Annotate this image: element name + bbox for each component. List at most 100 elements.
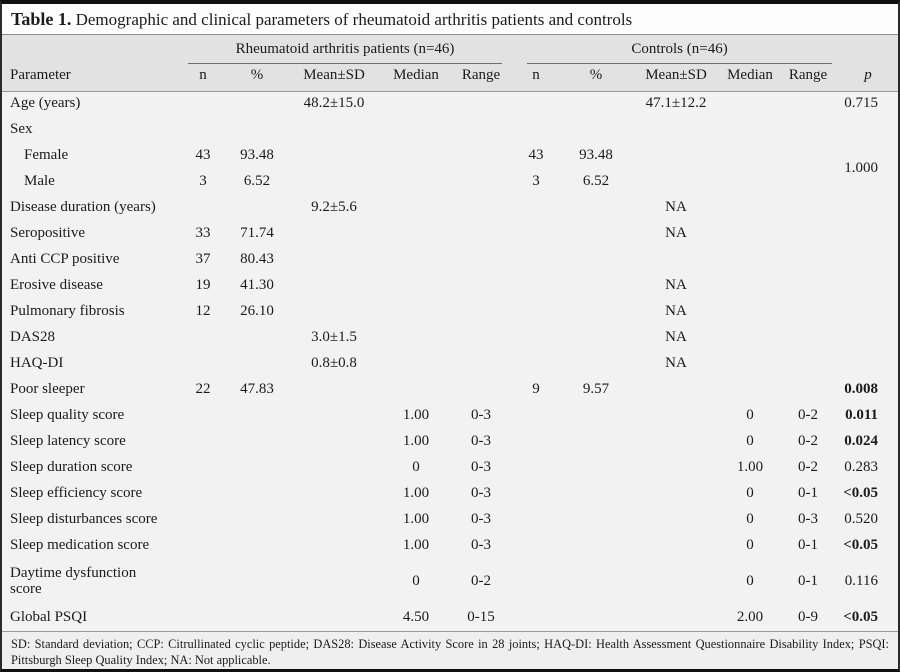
table-row: Poor sleeper 22 47.83 9 9.57 0.008 — [2, 377, 898, 403]
p-value-cell: <0.05 — [843, 485, 878, 502]
parameter-cell: DAS28 — [10, 329, 56, 346]
ra-n-cell — [180, 91, 226, 117]
c-pct-cell — [562, 91, 630, 117]
c-median-cell: 0 — [746, 573, 754, 590]
table-row: DAS28 3.0±1.5 NA — [2, 325, 898, 351]
table-row: Global PSQI 4.50 0-15 2.00 0-9 <0.05 — [2, 605, 898, 631]
c-median-cell: 0 — [746, 433, 754, 450]
ra-n-cell: 19 — [195, 277, 211, 294]
ra-meansd-cell: 0.8±0.8 — [311, 355, 357, 372]
table-row: Sleep efficiency score 1.00 0-3 0 0-1 <0… — [2, 481, 898, 507]
parameter-cell: Erosive disease — [10, 277, 103, 294]
ra-meansd-cell: 9.2±5.6 — [311, 199, 357, 216]
c-meansd-cell: NA — [665, 303, 687, 320]
table-row: Anti CCP positive 37 80.43 — [2, 247, 898, 273]
table-row: Sex — [2, 117, 898, 143]
p-value-cell: 0.283 — [844, 459, 878, 476]
p-value-cell: 1.000 — [844, 160, 878, 177]
c-meansd-cell: 47.1±12.2 — [645, 95, 707, 112]
ra-range-cell: 0-3 — [471, 459, 491, 476]
c-n-cell: 43 — [528, 147, 544, 164]
p-value-cell: 0.011 — [845, 407, 878, 424]
table-row: HAQ-DI 0.8±0.8 NA — [2, 351, 898, 377]
c-range-cell: 0-3 — [798, 511, 818, 528]
ra-n-cell: 37 — [195, 251, 211, 268]
ra-n-cell: 22 — [195, 381, 211, 398]
parameter-cell: Sleep latency score — [10, 433, 126, 450]
table-row: Female 43 93.48 43 93.48 1.000 — [2, 143, 898, 176]
parameter-cell: Seropositive — [10, 225, 85, 242]
p-value-cell: <0.05 — [843, 609, 878, 626]
parameter-cell: Sleep disturbances score — [10, 511, 158, 528]
ra-range-cell: 0-3 — [471, 537, 491, 554]
table-row: Male 3 6.52 3 6.52 — [2, 169, 898, 195]
col-header-c-median: Median — [722, 64, 778, 92]
col-header-c-n: n — [510, 64, 562, 92]
c-range-cell — [778, 91, 838, 117]
parameter-cell: Sleep duration score — [10, 459, 133, 476]
c-meansd-cell: NA — [665, 277, 687, 294]
group-header-row: Rheumatoid arthritis patients (n=46) Con… — [2, 35, 898, 64]
table-row: Erosive disease 19 41.30 NA — [2, 273, 898, 299]
table-row: Seropositive 33 71.74 NA — [2, 221, 898, 247]
parameter-cell: Age (years) — [10, 95, 81, 112]
c-pct-cell: 6.52 — [582, 173, 610, 190]
table-row: Daytime dysfunction score 0 0-2 0 0-1 0.… — [2, 559, 898, 605]
c-range-cell: 0-1 — [798, 485, 818, 502]
ra-median-cell: 4.50 — [402, 609, 430, 626]
table-footnote: SD: Standard deviation; CCP: Citrullinat… — [2, 631, 898, 669]
parameter-cell: Pulmonary fibrosis — [10, 303, 125, 320]
group-header-controls: Controls (n=46) — [510, 35, 838, 64]
spacer — [2, 35, 180, 64]
table-row: Age (years) 48.2±15.0 47.1±12.2 0.715 — [2, 91, 898, 117]
col-header-parameter: Parameter — [2, 64, 180, 92]
ra-pct-cell: 6.52 — [243, 173, 271, 190]
col-header-ra-pct: % — [226, 64, 288, 92]
col-header-c-pct: % — [562, 64, 630, 92]
parameter-cell: Anti CCP positive — [10, 251, 120, 268]
col-header-ra-range: Range — [452, 64, 510, 92]
ra-meansd-cell: 3.0±1.5 — [311, 329, 357, 346]
ra-median-cell: 1.00 — [402, 485, 430, 502]
col-header-ra-meansd: Mean±SD — [288, 64, 380, 92]
table-row: Sleep disturbances score 1.00 0-3 0 0-3 … — [2, 507, 898, 533]
parameter-cell: Global PSQI — [10, 609, 88, 626]
c-median-cell: 0 — [746, 485, 754, 502]
ra-pct-cell: 41.30 — [240, 277, 274, 294]
group-header-ra: Rheumatoid arthritis patients (n=46) — [180, 35, 510, 64]
parameter-cell: Sleep medication score — [10, 537, 150, 554]
table-title: Table 1. Demographic and clinical parame… — [2, 4, 898, 35]
ra-pct-cell: 93.48 — [240, 147, 274, 164]
col-header-p: p — [838, 64, 898, 92]
table-row: Pulmonary fibrosis 12 26.10 NA — [2, 299, 898, 325]
parameter-cell: Daytime dysfunction score — [10, 565, 137, 597]
c-meansd-cell: NA — [665, 355, 687, 372]
column-header-row: Parameter n % Mean±SD Median Range n % M… — [2, 64, 898, 92]
ra-range-cell: 0-15 — [467, 609, 495, 626]
col-header-c-range: Range — [778, 64, 838, 92]
c-pct-cell: 9.57 — [582, 381, 610, 398]
p-value-cell: 0.520 — [844, 511, 878, 528]
ra-pct-cell — [226, 91, 288, 117]
parameter-cell: Disease duration (years) — [10, 199, 156, 216]
table-row: Sleep latency score 1.00 0-3 0 0-2 0.024 — [2, 429, 898, 455]
c-median-cell: 0 — [746, 407, 754, 424]
p-value-cell: 0.116 — [844, 573, 878, 590]
ra-range-cell: 0-3 — [471, 511, 491, 528]
c-range-cell: 0-1 — [798, 537, 818, 554]
spacer — [838, 35, 898, 64]
ra-median-cell: 0 — [412, 459, 420, 476]
p-value-cell: 0.008 — [844, 381, 878, 398]
c-range-cell: 0-9 — [798, 609, 818, 626]
ra-range-cell: 0-2 — [471, 573, 491, 590]
ra-range-cell: 0-3 — [471, 407, 491, 424]
table-row: Sleep duration score 0 0-3 1.00 0-2 0.28… — [2, 455, 898, 481]
table-title-text: Demographic and clinical parameters of r… — [71, 10, 633, 29]
table-row: Sleep quality score 1.00 0-3 0 0-2 0.011 — [2, 403, 898, 429]
c-meansd-cell: NA — [665, 225, 687, 242]
table-row: Sleep medication score 1.00 0-3 0 0-1 <0… — [2, 533, 898, 559]
demographics-table: Rheumatoid arthritis patients (n=46) Con… — [2, 35, 898, 631]
ra-n-cell: 3 — [199, 173, 207, 190]
table-body: Age (years) 48.2±15.0 47.1±12.2 0.715 Se… — [2, 91, 898, 631]
